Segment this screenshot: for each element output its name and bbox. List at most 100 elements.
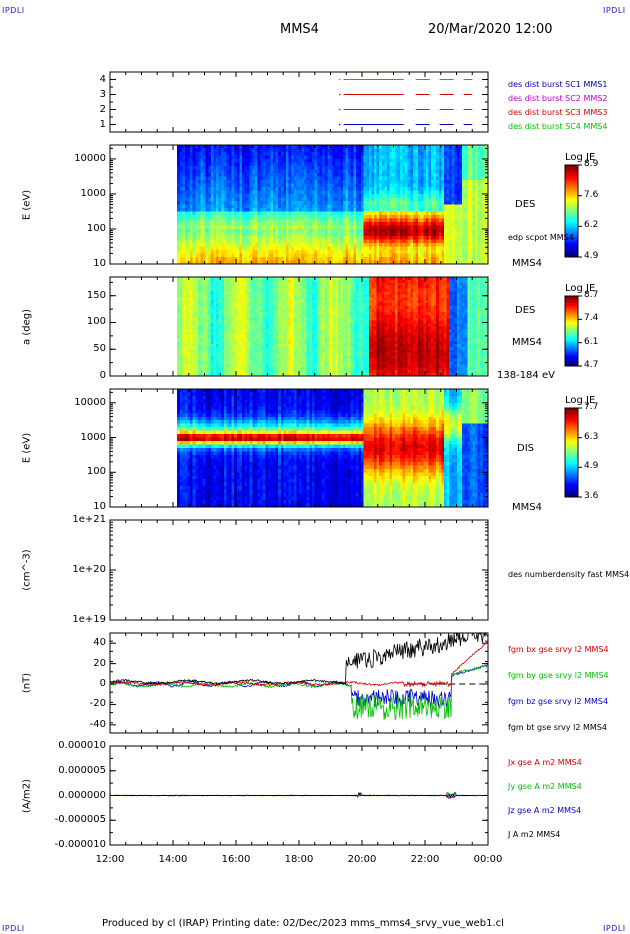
spectrogram-cell [195, 346, 199, 351]
spectrogram-cell [335, 218, 339, 223]
spectrogram-cell [182, 297, 186, 301]
spectrogram-cell [397, 236, 401, 241]
spectrogram-cell [425, 243, 430, 248]
spectrogram-cell [241, 225, 246, 230]
spectrogram-cell [285, 232, 290, 237]
spectrogram-cell [379, 190, 383, 195]
spectrogram-cell [371, 148, 375, 153]
spectrogram-cell [425, 197, 430, 202]
spectrogram-cell [177, 145, 181, 150]
spectrogram-cell [332, 215, 336, 220]
spectrogram-cell [267, 148, 272, 153]
spectrogram-cell [221, 326, 225, 331]
spectrogram-cell [423, 180, 427, 185]
spectrogram-cell [195, 285, 199, 290]
spectrogram-cell [190, 323, 194, 328]
spectrogram-cell [203, 148, 207, 153]
spectrogram-cell [210, 222, 215, 227]
spectrogram-cell [456, 187, 461, 192]
spectrogram-cell [477, 243, 481, 248]
spectrogram-cell [218, 173, 222, 178]
spectrogram-cell [368, 236, 373, 241]
spectrogram-cell [301, 155, 305, 160]
spectrogram-cell [407, 159, 411, 164]
spectrogram-cell [311, 197, 316, 202]
spectrogram-cell [296, 176, 300, 181]
spectrogram-cell [322, 215, 326, 220]
spectrogram-cell [241, 166, 246, 171]
spectrogram-cell [405, 225, 409, 230]
spectrogram-cell [291, 257, 295, 262]
spectrogram-cell [221, 148, 225, 153]
spectrogram-cell [275, 239, 279, 244]
spectrogram-cell [218, 341, 222, 345]
spectrogram-cell [267, 194, 272, 199]
spectrogram-cell [239, 232, 243, 237]
spectrogram-cell [436, 208, 440, 213]
spectrogram-cell [412, 260, 417, 265]
spectrogram-cell [229, 239, 233, 244]
spectrogram-cell [210, 338, 215, 342]
spectrogram-cell [283, 148, 287, 153]
spectrogram-cell [179, 243, 183, 248]
spectrogram-cell [247, 236, 251, 241]
spectrogram-cell [182, 279, 186, 284]
spectrogram-cell [304, 173, 308, 178]
spectrogram-cell [324, 229, 329, 234]
spectrogram-cell [371, 194, 375, 199]
spectrogram-cell [456, 239, 461, 244]
spectrogram-cell [257, 246, 261, 251]
spectrogram-cell [361, 246, 365, 251]
spectrogram-cell [218, 297, 222, 301]
spectrogram-cell [179, 370, 183, 374]
spectrogram-cell [319, 239, 323, 244]
spectrogram-cell [454, 155, 458, 160]
spectrogram-cell [262, 194, 266, 199]
spectrogram-cell [467, 243, 471, 248]
spectrogram-cell [353, 155, 357, 160]
spectrogram-cell [348, 194, 352, 199]
spectrogram-cell [260, 232, 264, 237]
spectrogram-cell [195, 300, 199, 304]
spectrogram-cell [335, 197, 339, 202]
spectrogram-cell [298, 222, 303, 227]
spectrogram-cell [345, 215, 349, 220]
spectrogram-cell [472, 260, 476, 265]
spectrogram-cell [350, 176, 354, 181]
spectrogram-cell [208, 173, 212, 178]
spectrogram-cell [208, 176, 212, 181]
spectrogram-cell [330, 190, 334, 195]
spectrogram-cell [441, 201, 445, 206]
spectrogram-cell [436, 197, 440, 202]
spectrogram-cell [241, 190, 246, 195]
spectrogram-cell [241, 250, 246, 255]
spectrogram-cell [218, 306, 222, 310]
spectrogram-cell [177, 332, 181, 336]
spectrogram-cell [236, 145, 240, 150]
spectrogram-cell [423, 253, 427, 258]
spectrogram-cell [177, 323, 181, 328]
spectrogram-cell [226, 243, 230, 248]
spectrogram-cell [179, 166, 183, 171]
spectrogram-cell [216, 367, 220, 371]
spectrogram-cell [197, 218, 202, 223]
spectrogram-cell [262, 239, 266, 244]
spectrogram-cell [182, 180, 186, 185]
spectrogram-cell [278, 222, 282, 227]
spectrogram-cell [257, 155, 261, 160]
spectrogram-cell [454, 173, 458, 178]
spectrogram-cell [260, 190, 264, 195]
spectrogram-cell [213, 320, 217, 325]
spectrogram-cell [244, 155, 248, 160]
spectrogram-cell [423, 225, 427, 230]
spectrogram-cell [298, 183, 303, 188]
spectrogram-cell [415, 211, 419, 216]
spectrogram-cell [184, 243, 189, 248]
spectrogram-cell [330, 180, 334, 185]
spectrogram-cell [371, 152, 375, 157]
spectrogram-cell [195, 323, 199, 328]
spectrogram-cell [462, 232, 466, 237]
spectrogram-cell [197, 260, 202, 265]
spectrogram-cell [192, 162, 196, 167]
spectrogram-cell [337, 148, 341, 153]
